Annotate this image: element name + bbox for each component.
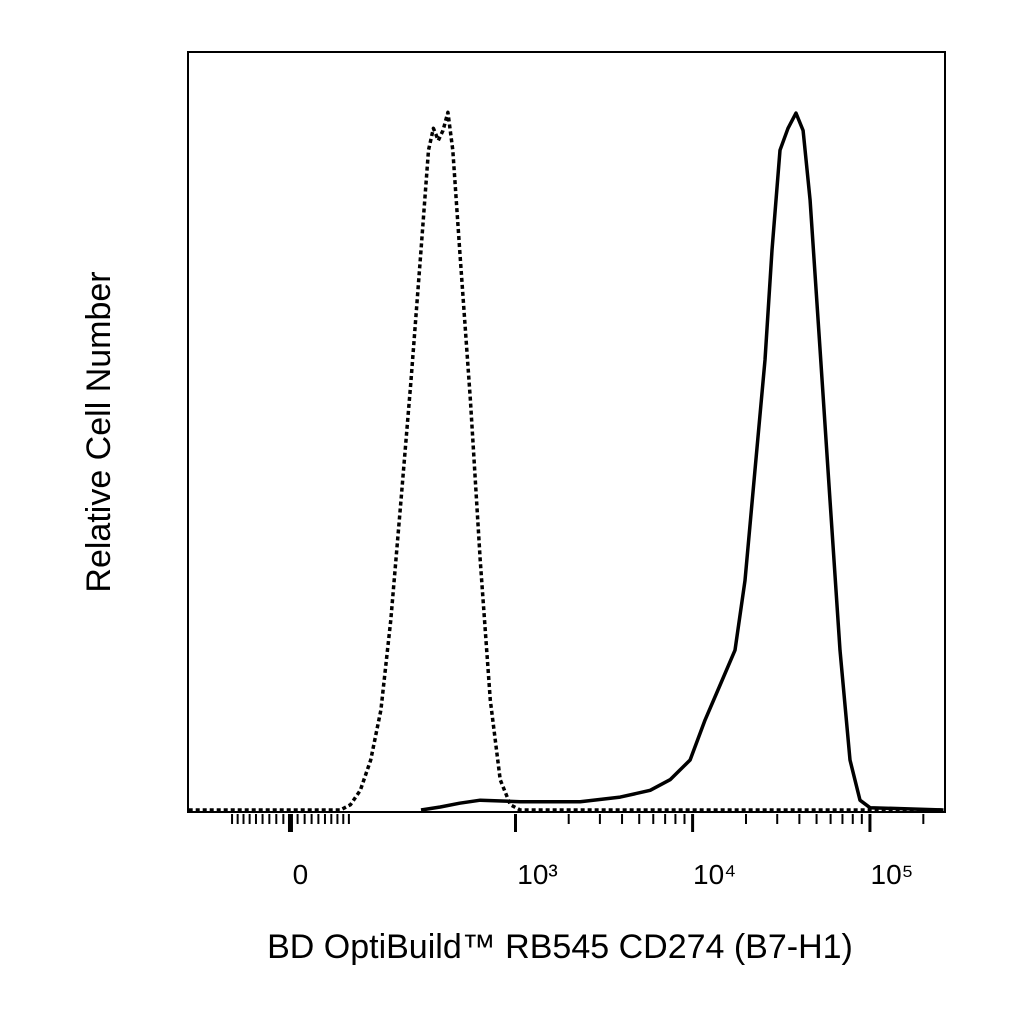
x-tick-label: 0 bbox=[293, 859, 309, 890]
plot-frame bbox=[187, 51, 946, 813]
isotype-curve bbox=[188, 110, 944, 812]
stained-curve bbox=[420, 111, 944, 812]
x-axis-label: BD OptiBuild™ RB545 CD274 (B7-H1) bbox=[267, 928, 853, 966]
x-tick-label: 10⁵ bbox=[871, 859, 914, 890]
x-tick-label: 10⁴ bbox=[693, 859, 736, 890]
x-tick-label: 10³ bbox=[517, 859, 557, 890]
y-axis-label: Relative Cell Number bbox=[80, 271, 118, 592]
